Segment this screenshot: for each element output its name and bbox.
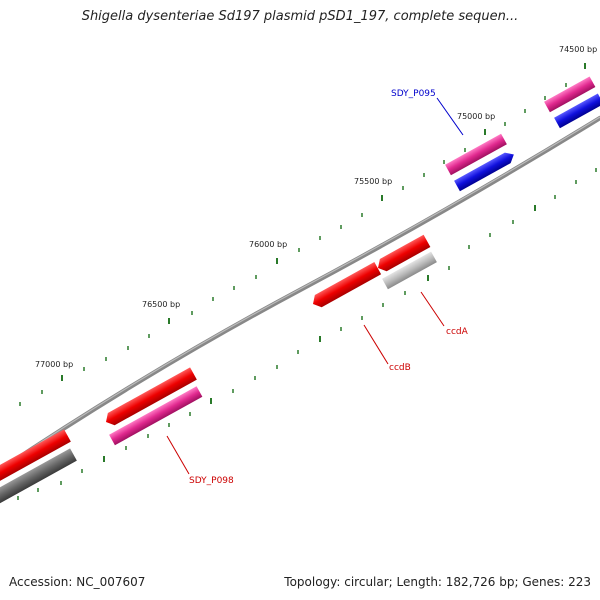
gene-ccdB[interactable] [310, 262, 382, 310]
ruler-label-76500: 76500 bp [142, 300, 180, 309]
inner-tick-row [17, 168, 597, 500]
leader-ccdA [420, 291, 445, 327]
gene-sdy-p098[interactable] [109, 386, 203, 446]
label-ccdB[interactable]: ccdB [389, 363, 411, 373]
outer-tick-row [19, 63, 586, 406]
gene-red-left-edge[interactable] [0, 429, 71, 491]
label-sdy-p095[interactable]: SDY_P095 [391, 89, 436, 99]
gene-red-p098[interactable] [103, 367, 197, 428]
leader-sdy-p095 [436, 97, 464, 136]
gene-red-ccdA-upper[interactable] [375, 234, 431, 274]
label-ccdA[interactable]: ccdA [446, 327, 469, 337]
gene-grey-left-edge[interactable] [0, 448, 77, 510]
label-sdy-p098[interactable]: SDY_P098 [189, 476, 234, 486]
gene-ccdA[interactable] [382, 251, 437, 290]
ruler-label-74500: 74500 bp [559, 45, 597, 54]
gene-blue-74500[interactable] [554, 93, 600, 129]
plasmid-backbone-highlight [0, 116, 600, 470]
gene-pink-p095[interactable] [445, 133, 507, 176]
leader-ccdB [363, 324, 389, 365]
ruler-label-75500: 75500 bp [354, 177, 392, 186]
ruler-label-76000: 76000 bp [249, 240, 287, 249]
leader-sdy-p098 [166, 435, 190, 475]
accession-text: Accession: NC_007607 [9, 575, 146, 589]
gene-pink-74500[interactable] [544, 76, 596, 113]
summary-text: Topology: circular; Length: 182,726 bp; … [284, 575, 591, 589]
ruler-label-77000: 77000 bp [35, 360, 73, 369]
ruler-label-75000: 75000 bp [457, 112, 495, 121]
gene-sdy-p095[interactable] [454, 149, 517, 192]
plasmid-backbone [0, 115, 600, 473]
map-title: Shigella dysenteriae Sd197 plasmid pSD1_… [81, 9, 519, 24]
